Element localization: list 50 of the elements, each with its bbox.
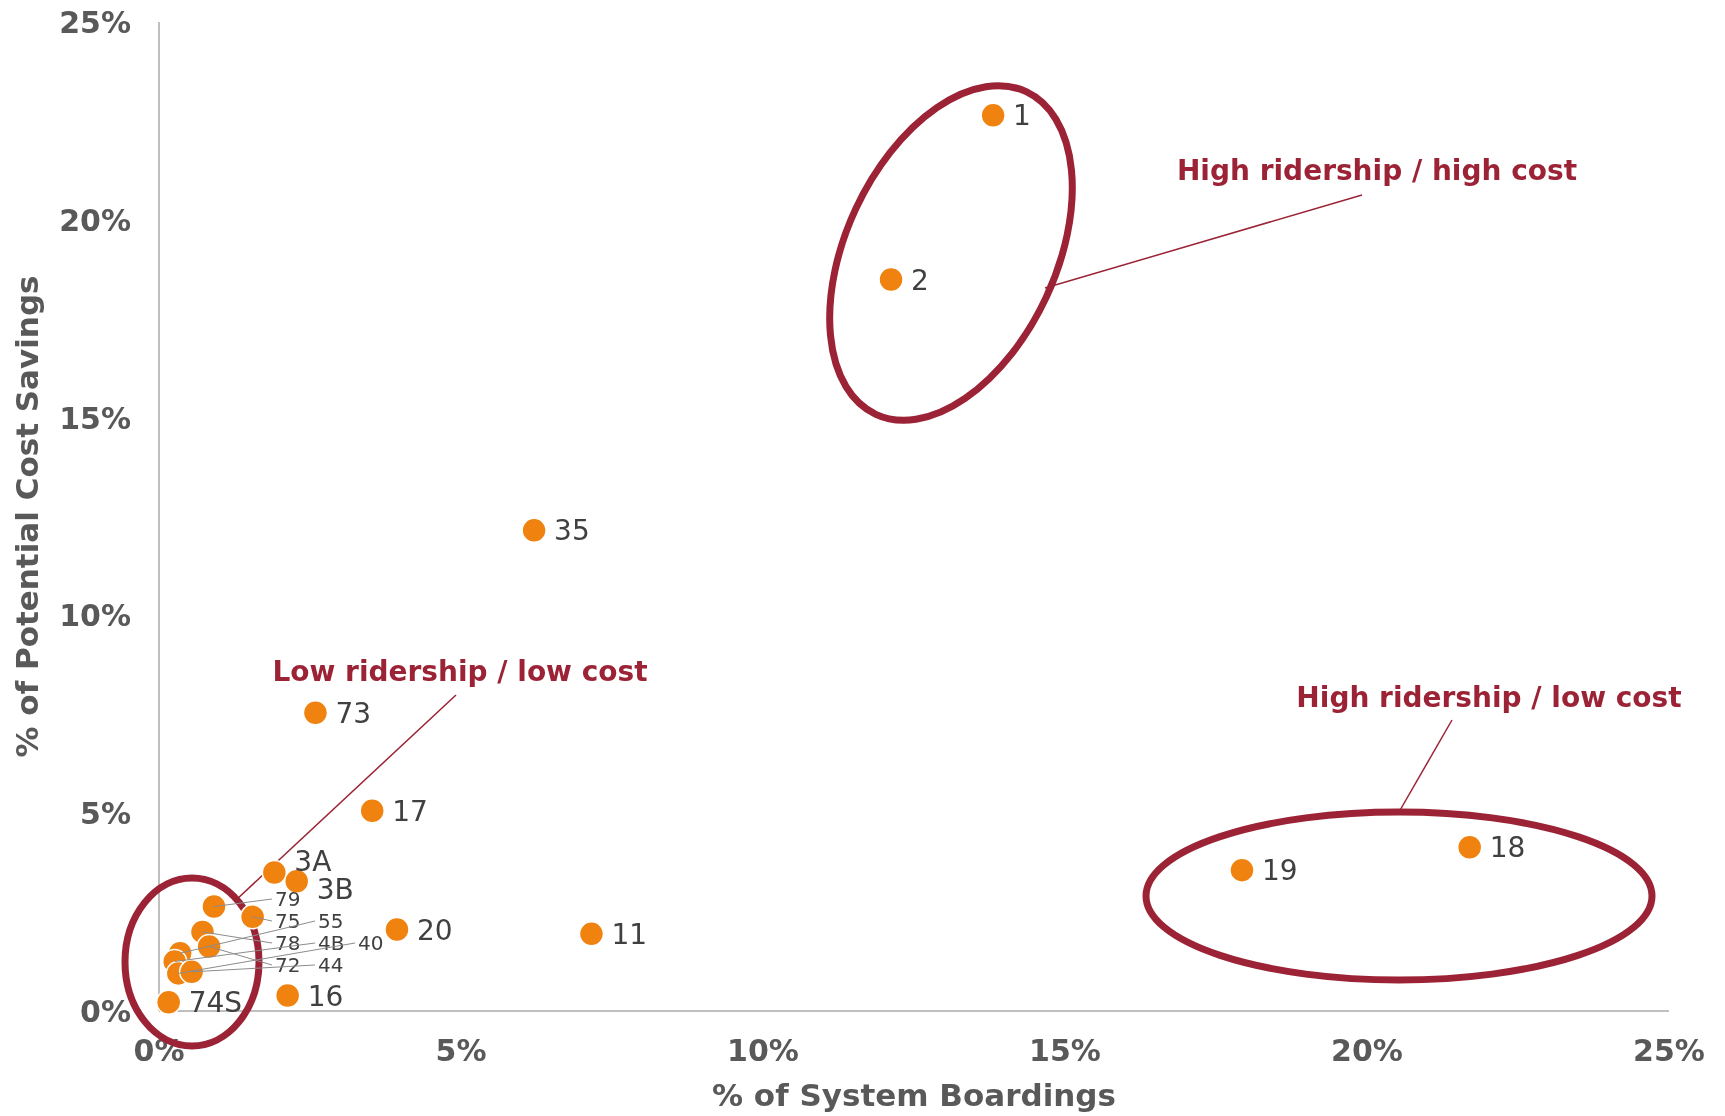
point — [261, 859, 288, 886]
point — [521, 517, 547, 544]
annotation: 11 — [611, 917, 648, 951]
point — [178, 959, 205, 985]
y-tick-label: 15% — [59, 400, 131, 436]
point — [274, 982, 301, 1009]
x-tick-label: 5% — [435, 1033, 487, 1068]
y-axis-title: % of Potential Cost Savings — [9, 275, 45, 758]
annotation: High ridership / low cost — [1296, 681, 1682, 714]
annotation: 72 — [275, 953, 301, 977]
point — [878, 266, 904, 293]
point — [155, 989, 182, 1016]
point — [1456, 834, 1483, 860]
annotation: 35 — [554, 514, 590, 548]
annotation: 19 — [1261, 854, 1298, 888]
y-tick-label: 10% — [59, 598, 131, 634]
annotation: 1 — [1013, 99, 1031, 133]
annotation: 17 — [392, 794, 428, 828]
annotation: 74S — [188, 986, 243, 1020]
annotation: 44 — [318, 953, 344, 977]
annotation: 18 — [1489, 831, 1526, 865]
x-tick-label: 25% — [1633, 1033, 1705, 1068]
annotation: 20 — [416, 913, 453, 947]
point — [1229, 857, 1255, 883]
annotation: 78 — [275, 931, 301, 955]
annotation: High ridership / high cost — [1176, 154, 1578, 187]
point — [384, 916, 410, 943]
point — [201, 893, 227, 920]
annotation: 75 — [275, 909, 301, 933]
y-tick-label: 25% — [59, 5, 131, 40]
annotation: 79 — [275, 887, 301, 911]
point — [302, 699, 329, 726]
y-tick-label: 0% — [80, 994, 131, 1029]
annotation: 40 — [358, 931, 384, 955]
annotation: 4B — [318, 931, 345, 955]
x-axis-title: % of System Boardings — [711, 1077, 1117, 1113]
x-tick-label: 10% — [727, 1033, 799, 1068]
point — [980, 102, 1006, 129]
annotation: Low ridership / low cost — [272, 655, 648, 688]
point — [359, 798, 385, 824]
point — [578, 921, 605, 947]
annotation: 16 — [307, 979, 344, 1013]
x-tick-label: 15% — [1029, 1033, 1101, 1068]
point — [239, 904, 266, 930]
x-tick-label: 20% — [1331, 1033, 1403, 1068]
annotation: 73 — [335, 696, 372, 730]
y-tick-label: 5% — [80, 796, 131, 832]
annotation: 2 — [911, 263, 929, 297]
annotation: 55 — [318, 909, 344, 933]
y-tick-label: 20% — [59, 202, 131, 238]
